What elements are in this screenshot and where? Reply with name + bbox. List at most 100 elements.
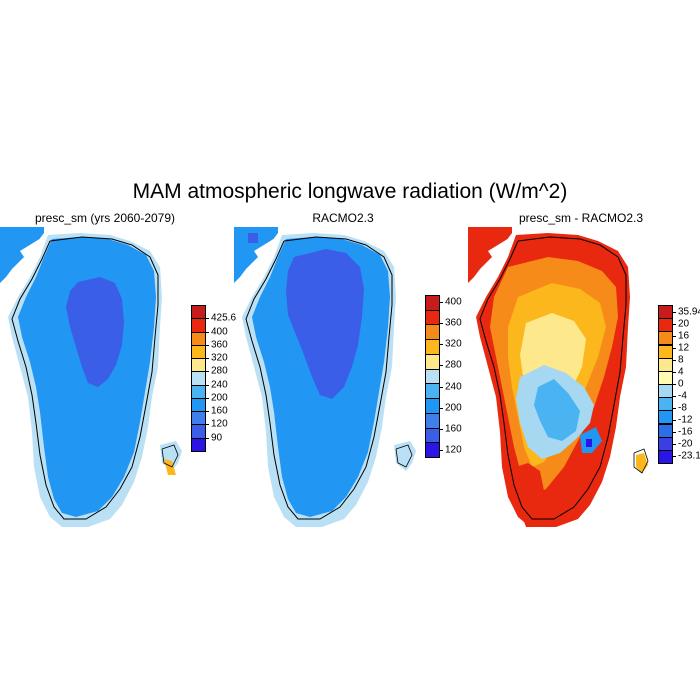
colorbar-tick [440,428,443,430]
panel-presc-sm: presc_sm (yrs 2060-2079) 90 120 160 200 240 2… [0,211,236,531]
colorbar-tick [673,420,676,422]
colorbar-cell [658,318,673,333]
colorbar-tick [673,384,676,385]
colorbar-label: -16 [678,426,693,438]
colorbar-tick [440,449,443,451]
colorbar-tick [206,358,209,360]
canada-land [0,227,44,283]
colorbar-label: 20 [678,318,690,330]
island-east [636,453,648,473]
colorbar-tick [673,359,676,361]
figure-title: MAM atmospheric longwave radiation (W/m^… [132,180,568,203]
colorbar-cell [658,344,673,359]
colorbar-tick [673,444,676,446]
colorbar-label: -4 [678,390,687,402]
canada-dark-patch [248,233,258,243]
colorbar-tick [673,396,676,398]
colorbar-tick [206,437,209,439]
greenland-map-presc-sm [0,227,182,527]
colorbar-label: -20 [678,438,693,450]
colorbar-label: 16 [678,330,690,342]
colorbar-cell [658,305,673,320]
colorbar-tick [673,323,676,325]
colorbar-cell [191,397,206,413]
colorbar-cell [191,424,206,439]
colorbar-label: -12 [678,414,693,426]
colorbar-cell [191,344,206,360]
colorbar-tick [673,432,676,434]
colorbar-tick [673,456,676,458]
canada-water-notch [488,235,518,257]
colorbar-presc-sm: 90 120 160 200 240 280 320 360 400 425.6 [191,305,236,452]
colorbar-label: 320 [211,352,228,364]
panel-title: RACMO2.3 [312,211,374,225]
colorbar-label: 240 [445,381,462,393]
colorbar-label: 425.6 [211,312,237,324]
island-outline [633,448,649,474]
colorbar-label: 400 [211,326,228,338]
colorbar-tick [440,302,443,304]
colorbar-tick [673,347,676,349]
colorbar-cell [425,383,440,400]
panel-difference: presc_sm - RACMO2.3 -23.14-20-16-12-8-40… [468,211,700,531]
colorbar-cell [191,318,206,333]
panel-title: presc_sm (yrs 2060-2079) [34,211,176,225]
colorbar-label: 90 [211,432,223,444]
colorbar-cell [191,384,206,399]
colorbar-label: 120 [445,444,462,456]
colorbar-label: -8 [678,402,687,414]
colorbar-cell [658,436,673,451]
colorbar-tick [206,371,209,373]
colorbar-tick [673,371,676,373]
colorbar-cell [425,427,440,444]
colorbar-label: 200 [445,402,462,414]
colorbar-label: 400 [445,296,462,308]
colorbar-label: 360 [211,339,228,351]
colorbar-label: 8 [678,354,684,366]
canada-water-notch [20,235,50,257]
greenland-core [66,277,124,387]
colorbar-cell [658,357,673,372]
colorbar-racmo: 120 160 200 240 280 320 360 400 [425,295,462,458]
colorbar-label: 280 [211,365,228,377]
colorbar-cell [191,411,206,426]
panel-racmo: RACMO2.3 120 160 200 240 280 320 360 400 [234,211,464,531]
colorbar-tick [206,397,209,399]
colorbar-cell [658,331,673,346]
colorbar-tick [206,411,209,413]
colorbar-tick [673,408,676,410]
colorbar-cell [425,368,440,385]
colorbar-label: 280 [445,359,462,371]
colorbar-tick [206,344,209,346]
island-outline [161,444,179,468]
colorbar-cell [191,371,206,386]
panel-title: presc_sm - RACMO2.3 [518,211,644,225]
colorbar-cell [425,324,440,341]
colorbar-cell [191,331,206,346]
colorbar-label: 4 [678,366,684,378]
colorbar-tick [206,331,209,333]
colorbar-tick [440,323,443,325]
colorbar-label: 160 [211,405,228,417]
diff-south-red [514,463,544,527]
colorbar-label: 320 [445,338,462,350]
coastline [11,236,159,520]
colorbar-tick [673,311,676,313]
colorbar-label: 240 [211,379,228,391]
colorbar-cell [191,358,206,373]
colorbar-cell [191,437,206,452]
colorbar-cell [658,397,673,412]
colorbar-cell [191,305,206,320]
greenland-map-difference [468,227,649,527]
colorbar-tick [440,344,443,346]
coastline [245,236,393,520]
colorbar-cell [425,412,440,429]
canada-land [234,227,278,283]
colorbar-tick [206,384,209,386]
colorbar-label: 120 [211,418,228,430]
diff-blue-zone [534,379,580,441]
colorbar-label: 35.94 [678,306,700,318]
island-outline [395,444,413,468]
colorbar-cell [425,295,440,311]
